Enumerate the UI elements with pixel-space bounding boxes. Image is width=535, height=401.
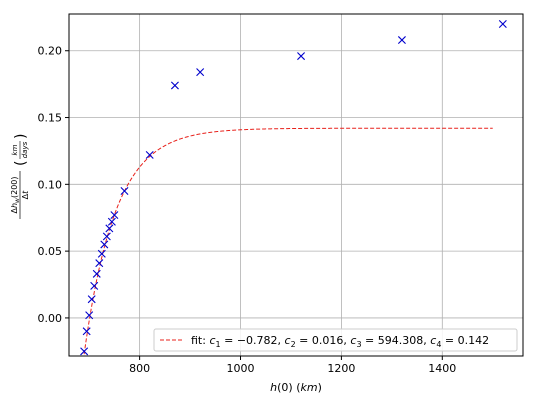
data-point bbox=[297, 52, 306, 61]
y-tick-label: 0.10 bbox=[38, 178, 63, 191]
data-point bbox=[107, 217, 116, 226]
data-point bbox=[145, 150, 154, 159]
y-tick-label: 0.00 bbox=[38, 312, 63, 325]
x-tick-label: 1000 bbox=[227, 362, 255, 375]
data-point bbox=[105, 224, 114, 233]
y-axis-label-paren-right: ) bbox=[13, 134, 29, 139]
y-axis-label-unit-den: days bbox=[21, 141, 29, 158]
x-tick-label: 1200 bbox=[327, 362, 355, 375]
plot-frame bbox=[68, 13, 524, 357]
data-point bbox=[100, 240, 109, 249]
y-ticks-layer: 0.00 0.05 0.10 0.15 0.20 bbox=[38, 45, 69, 325]
x-axis-label-unit: km bbox=[300, 381, 317, 394]
data-point bbox=[397, 36, 406, 45]
y-axis-label-unit-num: km bbox=[11, 144, 19, 155]
data-point bbox=[82, 327, 91, 336]
data-point bbox=[80, 347, 89, 356]
data-point bbox=[87, 295, 96, 304]
data-point bbox=[110, 211, 119, 220]
data-point bbox=[170, 81, 179, 90]
data-point bbox=[102, 232, 111, 241]
data-point bbox=[498, 20, 507, 29]
y-axis-label: Δhw(200) Δt ( km days ) bbox=[10, 134, 30, 219]
y-tick-label: 0.20 bbox=[38, 45, 63, 58]
y-axis-label-den: Δt bbox=[21, 190, 30, 199]
data-point bbox=[85, 311, 94, 320]
points-layer bbox=[80, 20, 507, 356]
fit-layer bbox=[83, 127, 493, 355]
data-point bbox=[196, 68, 205, 77]
x-axis-label-h: h bbox=[270, 381, 277, 394]
legend-box bbox=[153, 328, 518, 352]
data-point bbox=[92, 269, 101, 278]
data-point bbox=[120, 187, 129, 196]
data-point bbox=[95, 259, 104, 268]
x-axis-label-close: ) bbox=[318, 381, 322, 394]
data-point bbox=[90, 281, 99, 290]
data-point bbox=[97, 249, 106, 258]
y-axis-label-num: Δhw(200) bbox=[10, 177, 21, 214]
x-tick-label: 800 bbox=[129, 362, 150, 375]
x-axis-label-arg: (0) ( bbox=[277, 381, 300, 394]
y-tick-label: 0.05 bbox=[38, 245, 63, 258]
x-tick-label: 1400 bbox=[428, 362, 456, 375]
grid-layer bbox=[69, 14, 523, 356]
x-axis-label: h(0) (km) bbox=[270, 381, 322, 394]
x-ticks-layer: 800 1000 1200 1400 bbox=[129, 356, 456, 375]
y-axis-label-paren-left: ( bbox=[13, 161, 29, 166]
y-tick-label: 0.15 bbox=[38, 112, 63, 125]
fit-line bbox=[83, 127, 493, 355]
legend-fit-label: fit: c1 = −0.782, c2 = 0.016, c3 = 594.3… bbox=[191, 334, 489, 349]
legend: fit: c1 = −0.782, c2 = 0.016, c3 = 594.3… bbox=[153, 328, 518, 352]
